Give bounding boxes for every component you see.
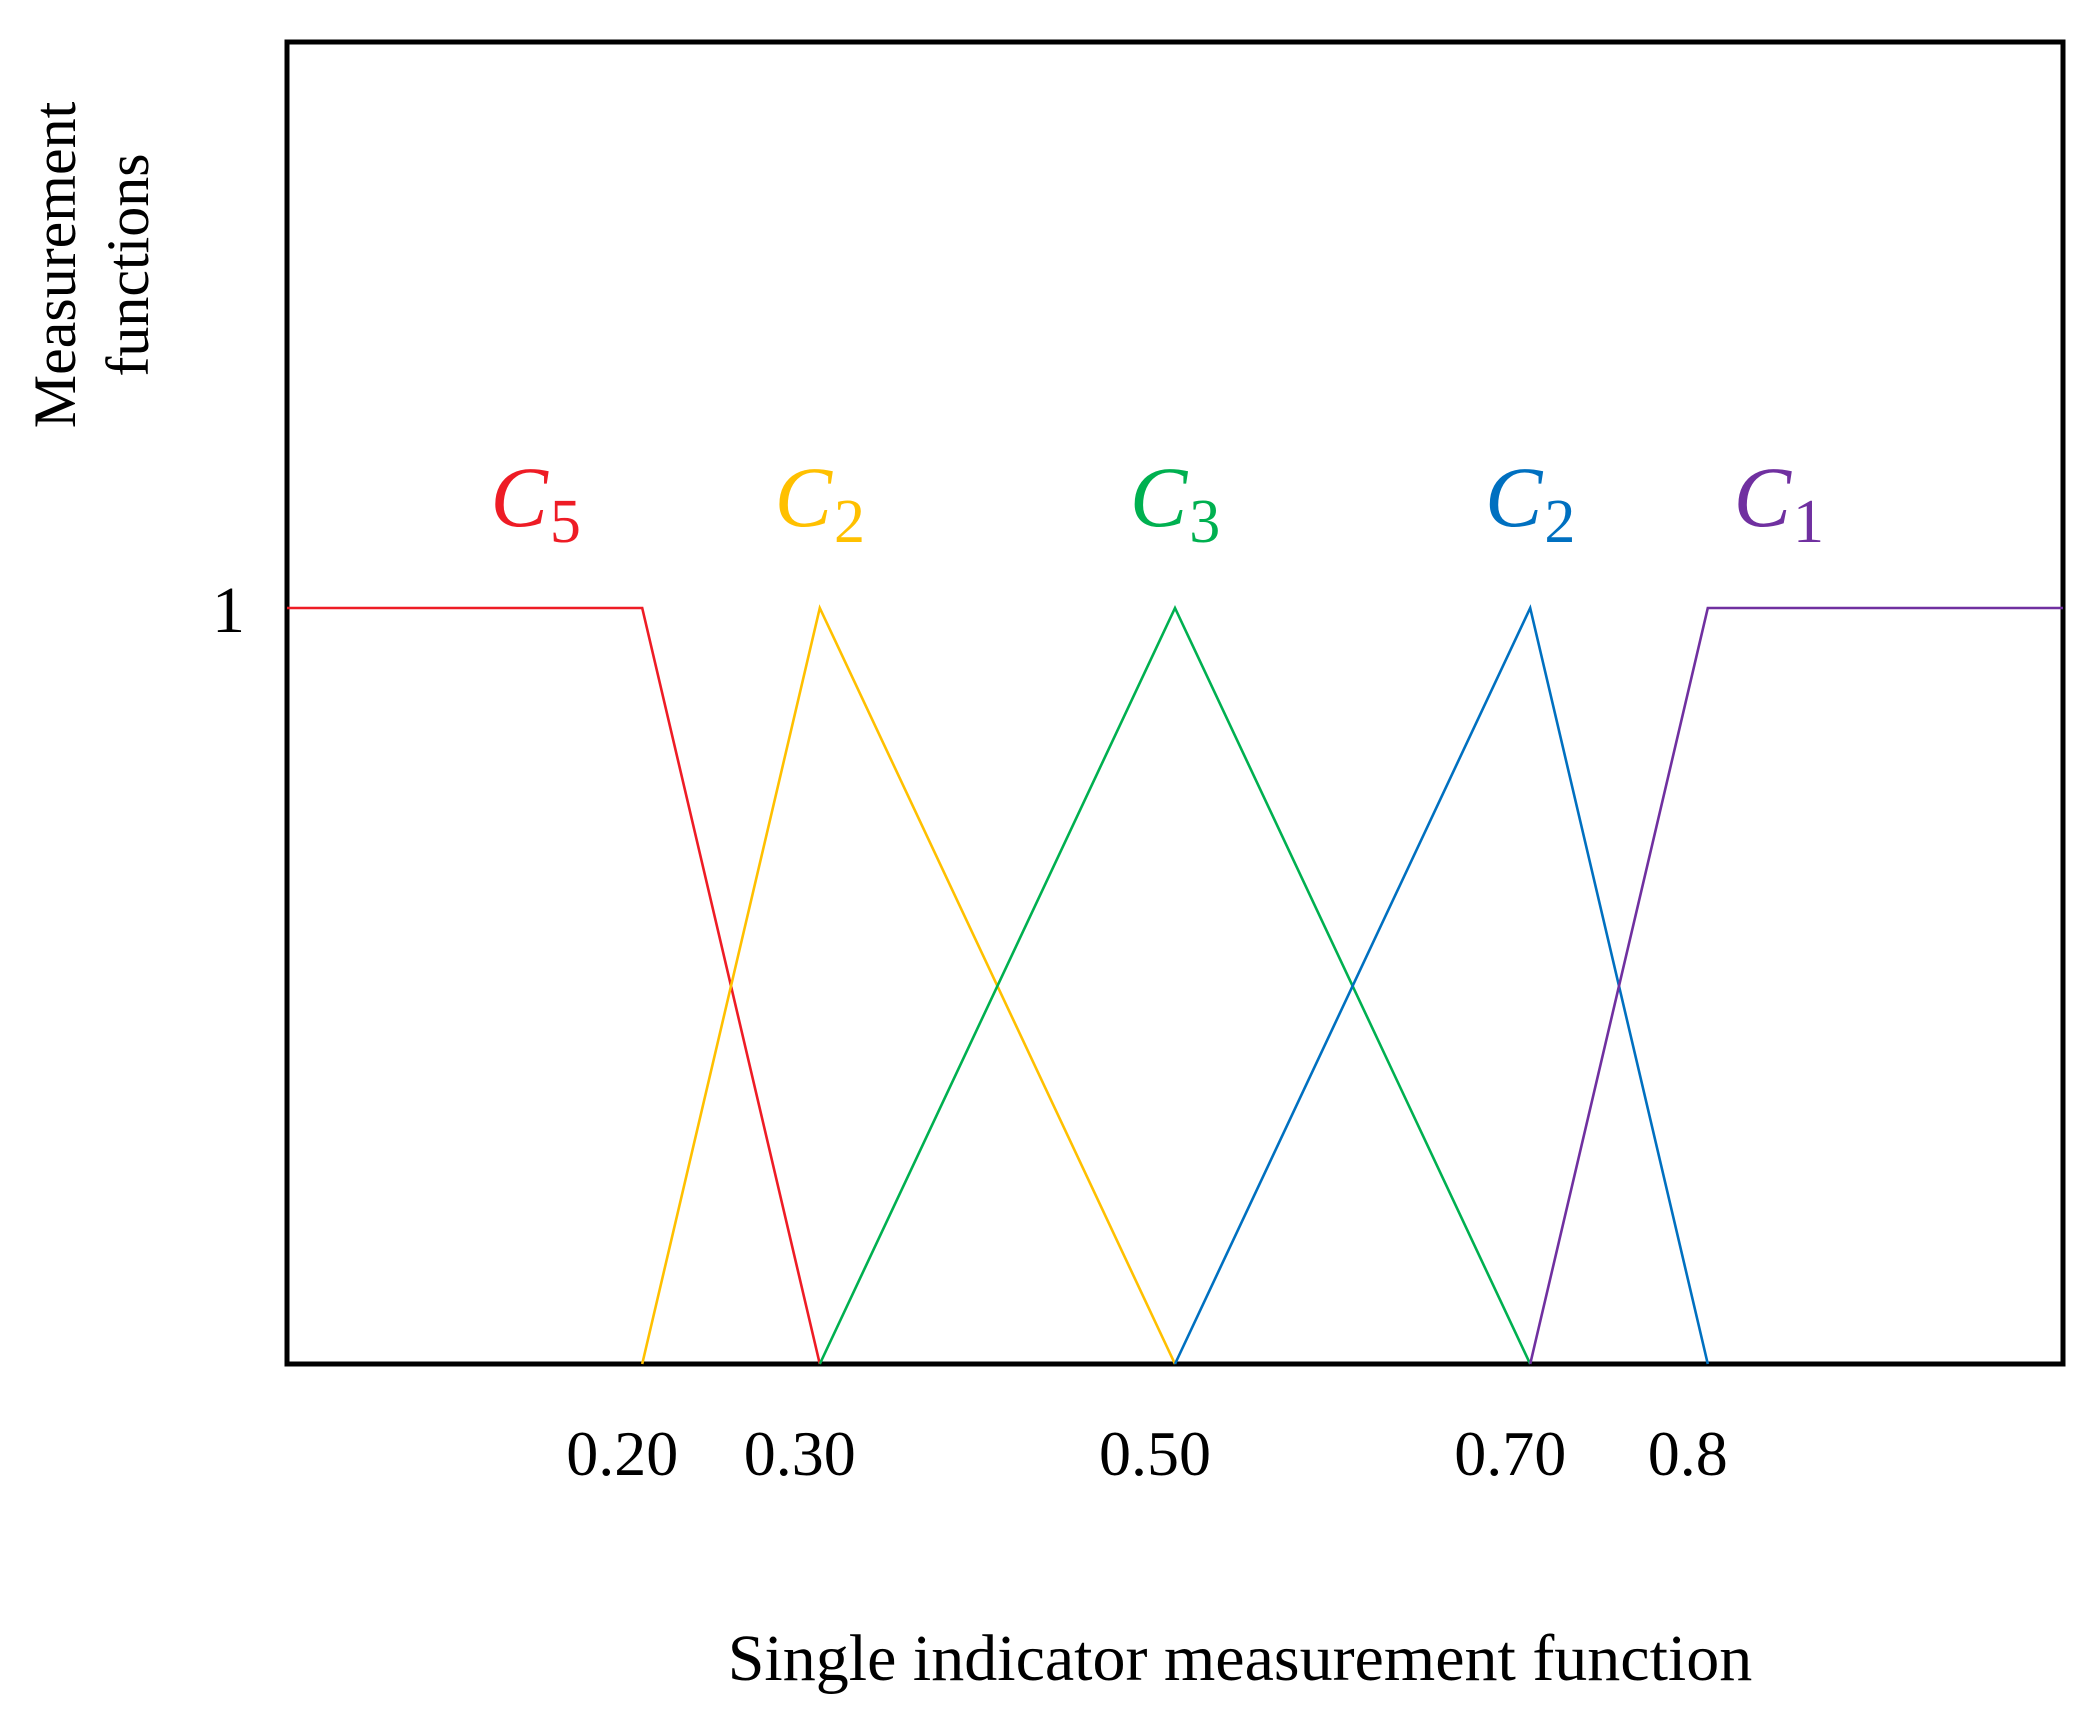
x-tick-label-3: 0.70 <box>1454 1418 1566 1489</box>
series-line-c3-2 <box>818 604 1532 1365</box>
y-tick-label-0: 1 <box>212 574 245 647</box>
series-line-c5-0 <box>287 606 822 1365</box>
series-label-c2-3: C2 <box>1485 449 1575 556</box>
series-label-c2-1: C2 <box>775 449 865 556</box>
y-axis-label: Measurement functions <box>22 101 161 428</box>
series-layer <box>287 604 2063 1365</box>
x-axis-tick-labels: 0.20 0.30 0.50 0.70 0.8 <box>566 1418 1728 1489</box>
x-tick-label-1: 0.30 <box>744 1418 856 1489</box>
plot-frame <box>284 39 2066 1367</box>
series-line-c2-1 <box>640 604 1177 1365</box>
series-labels: C5 C2 C3 C2 C1 <box>490 449 1824 556</box>
y-axis-tick-labels: 1 <box>212 574 245 647</box>
x-axis-label: Single indicator measurement function <box>728 1622 1753 1695</box>
x-tick-label-0: 0.20 <box>566 1418 678 1489</box>
x-tick-label-2: 0.50 <box>1099 1418 1211 1489</box>
y-axis-label-line-1: Measurement <box>22 101 88 428</box>
series-line-c1-4 <box>1528 606 2063 1365</box>
x-tick-label-4: 0.8 <box>1648 1418 1728 1489</box>
series-line-c2-3 <box>1173 604 1710 1365</box>
y-axis-label-line-2: functions <box>95 153 161 376</box>
series-label-c1-4: C1 <box>1734 449 1824 556</box>
series-label-c3-2: C3 <box>1130 449 1220 556</box>
series-label-c5-0: C5 <box>490 449 580 556</box>
